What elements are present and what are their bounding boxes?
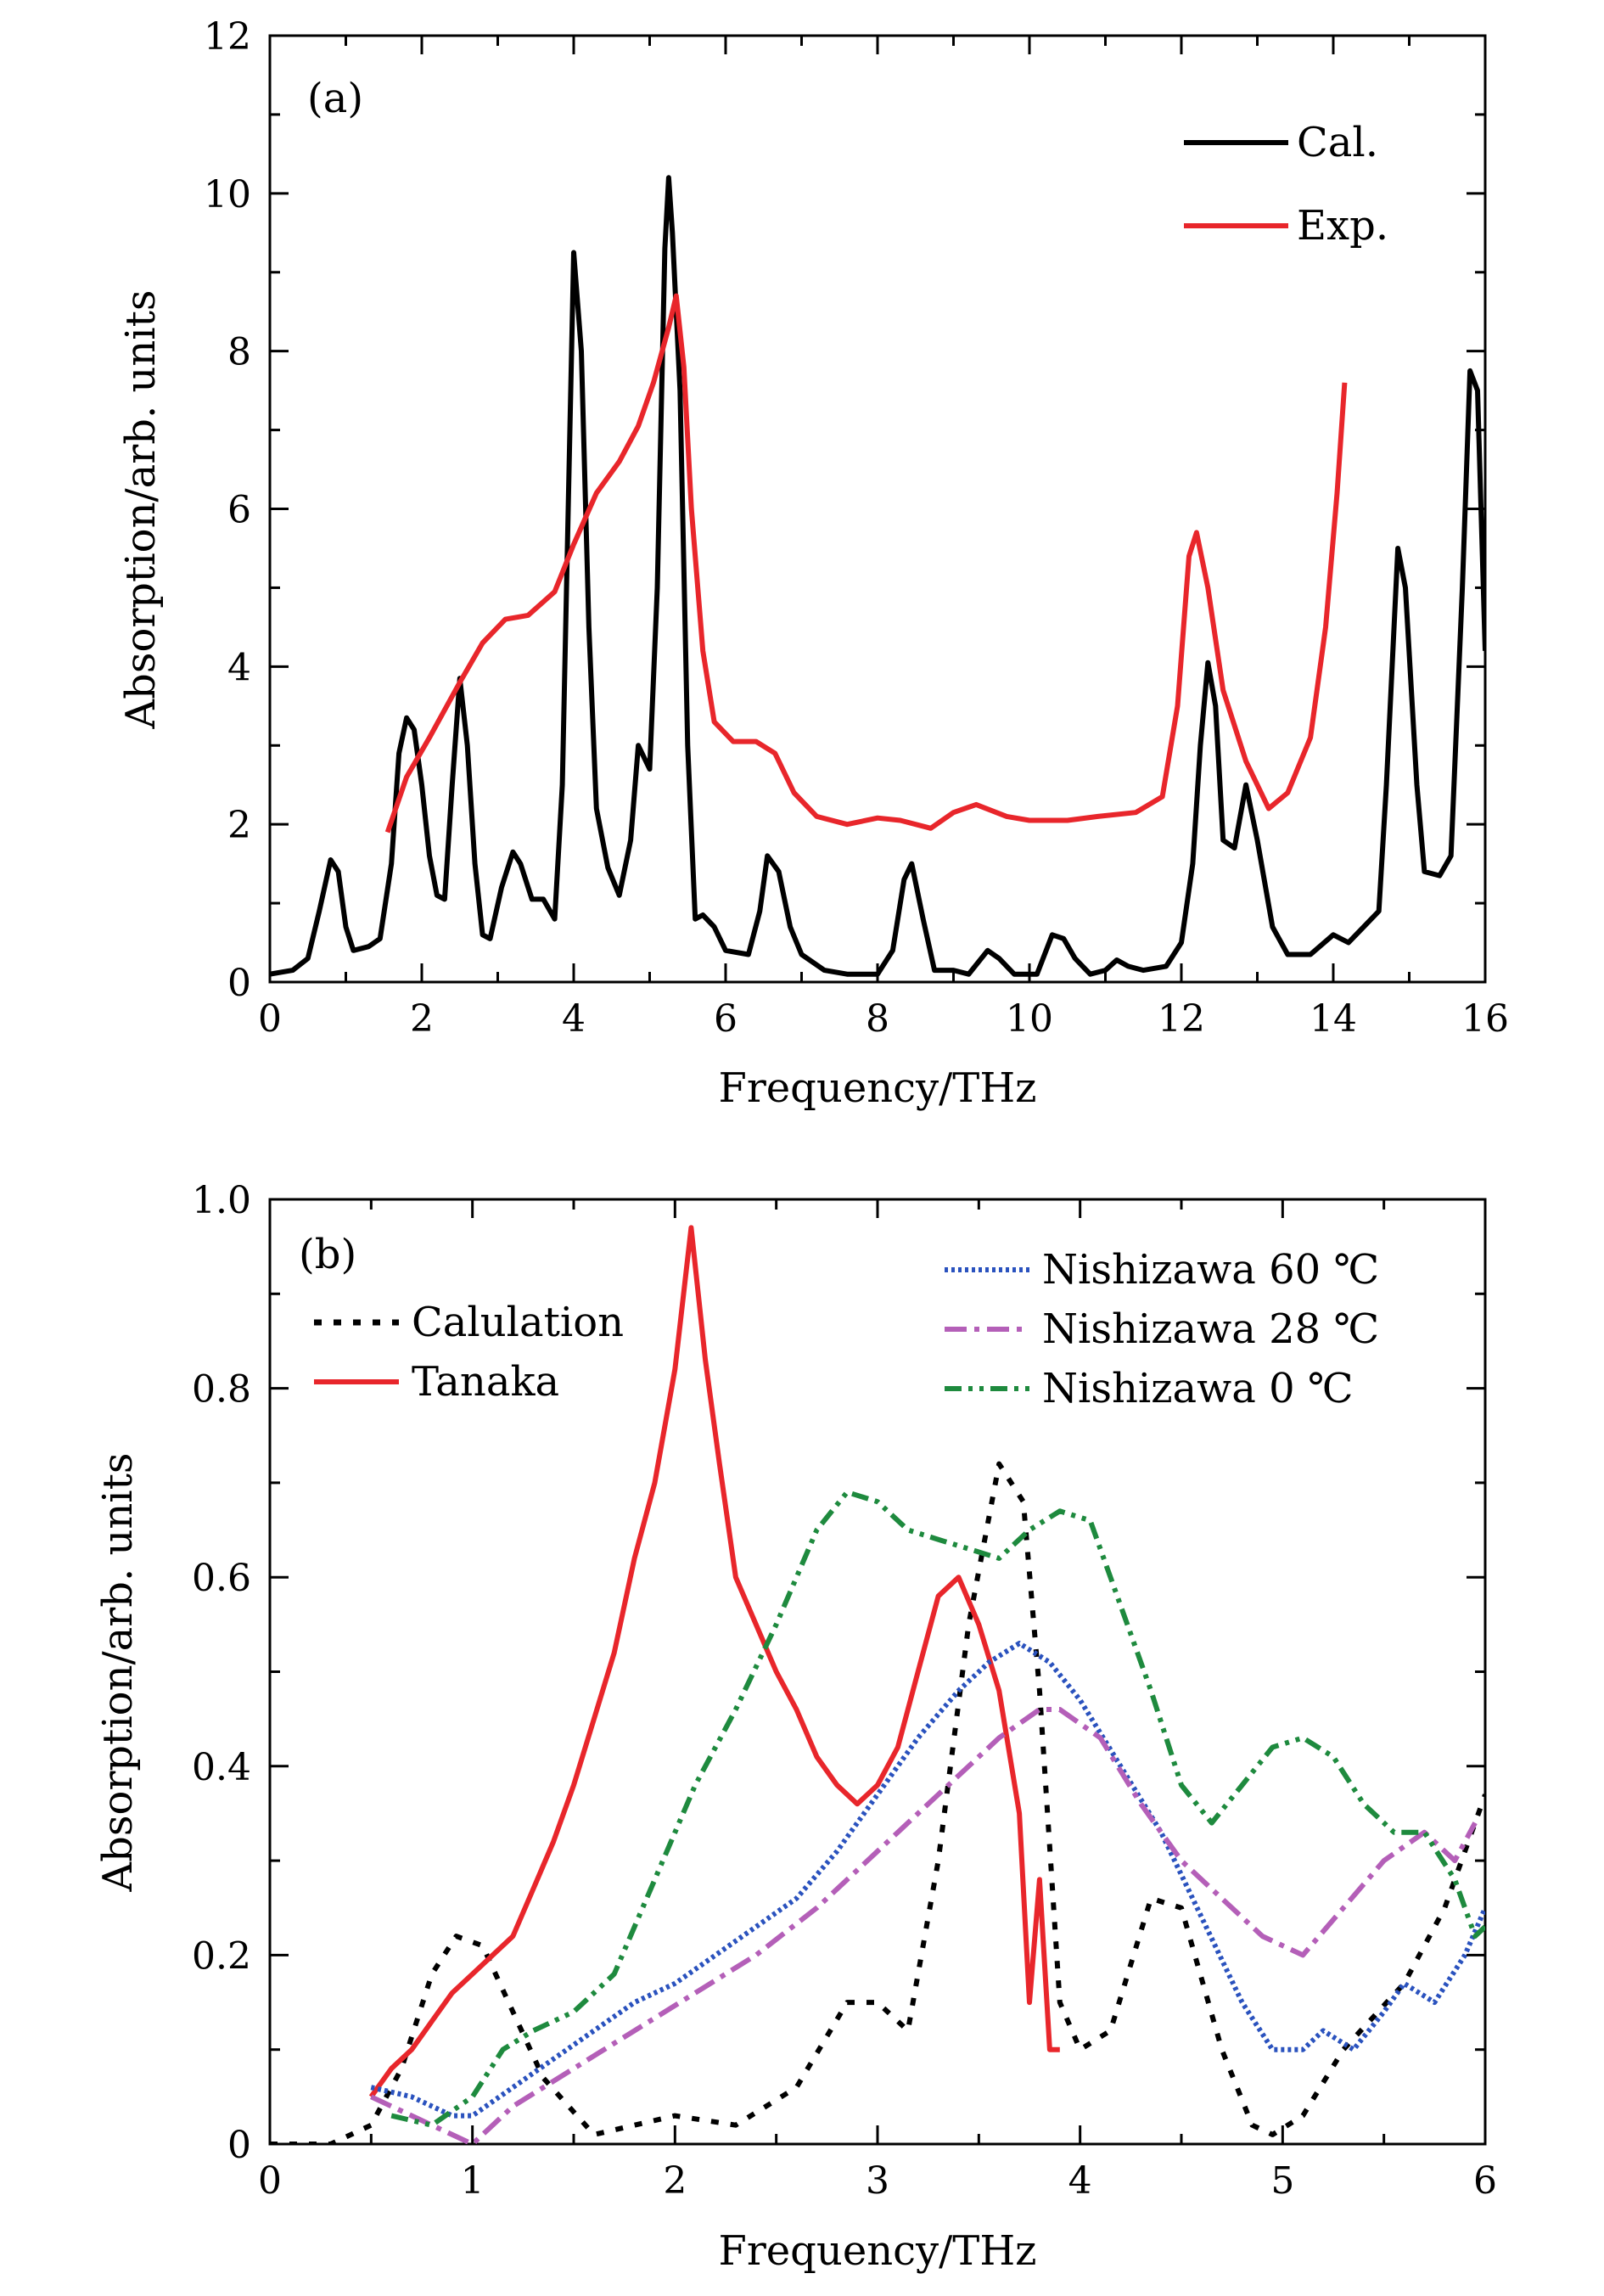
x-tick-label-a: 8 (866, 997, 889, 1041)
x-tick-label-a: 0 (258, 997, 282, 1041)
y-tick-label-b: 0.8 (192, 1368, 251, 1412)
series-group-a (270, 175, 1485, 977)
y-tick-label-a: 10 (204, 173, 251, 216)
legend-label-exp: Exp. (1297, 202, 1388, 250)
x-tick-label-a: 10 (1006, 997, 1053, 1041)
series-line-cal (270, 175, 1485, 977)
y-tick-label-a: 8 (227, 331, 251, 374)
series-line-exp (384, 293, 1348, 834)
x-tick-label-b: 1 (461, 2159, 485, 2203)
x-axis-label-b: Frequency/THz (719, 2227, 1037, 2275)
chart-panel-b: 0 1 2 3 4 5 6 0 0.2 0.4 0.6 0.8 1.0 (b) Frequency/TH… (94, 1179, 1497, 2275)
legend-a: Cal. Exp. (1184, 119, 1388, 250)
panel-label-a: (a) (307, 75, 363, 122)
series-line-tanaka (368, 1225, 1060, 2099)
x-tick-label-a: 4 (562, 997, 586, 1041)
x-tick-label-b: 0 (258, 2159, 282, 2203)
ticks-group-b: 0 1 2 3 4 5 6 0 0.2 0.4 0.6 0.8 1.0 (192, 1179, 1497, 2203)
y-tick-label-a: 12 (204, 15, 251, 59)
x-tick-label-a: 16 (1461, 997, 1509, 1041)
y-tick-label-b: 1.0 (192, 1179, 251, 1222)
x-tick-label-b: 6 (1473, 2159, 1497, 2203)
legend-b: Calulation Tanaka Nishizawa 60 ℃ Nishiza… (314, 1246, 1379, 1412)
ticks-group-a: 0 2 4 6 8 10 12 14 16 0 2 4 6 8 10 12 (204, 15, 1509, 1041)
y-tick-label-b: 0.2 (192, 1934, 251, 1978)
y-tick-label-b: 0 (227, 2124, 251, 2167)
legend-label-nishizawa-60: Nishizawa 60 ℃ (1042, 1246, 1379, 1294)
y-tick-label-a: 0 (227, 962, 251, 1005)
panel-label-b: (b) (299, 1231, 356, 1278)
series-line-nishizawa-60 (370, 1641, 1485, 2119)
legend-label-nishizawa-0: Nishizawa 0 ℃ (1042, 1365, 1354, 1412)
y-tick-label-b: 0.4 (192, 1746, 251, 1789)
x-tick-label-b: 3 (866, 2159, 889, 2203)
y-axis-label-b: Absorption/arb. units (94, 1452, 142, 1892)
y-tick-label-a: 2 (227, 804, 251, 847)
y-tick-label-a: 6 (227, 489, 251, 532)
chart-panel-a: 0 2 4 6 8 10 12 14 16 0 2 4 6 8 10 12 (a) Frequency/THz… (117, 15, 1509, 1112)
y-axis-label-a: Absorption/arb. units (117, 289, 165, 729)
series-group-b (270, 1225, 1485, 2144)
series-line-nishizawa-0 (390, 1490, 1485, 2128)
series-line-nishizawa-28 (370, 1707, 1478, 2144)
x-tick-label-b: 4 (1068, 2159, 1092, 2203)
x-tick-label-b: 5 (1270, 2159, 1294, 2203)
x-tick-label-a: 14 (1310, 997, 1357, 1041)
y-tick-label-a: 4 (227, 646, 251, 689)
x-tick-label-a: 6 (714, 997, 738, 1041)
x-tick-label-a: 2 (410, 997, 434, 1041)
legend-label-nishizawa-28: Nishizawa 28 ℃ (1042, 1305, 1379, 1353)
legend-label-tanaka: Tanaka (412, 1358, 559, 1406)
x-axis-label-a: Frequency/THz (719, 1064, 1037, 1112)
x-tick-label-a: 12 (1158, 997, 1205, 1041)
legend-label-cal: Cal. (1297, 119, 1378, 166)
x-tick-label-b: 2 (663, 2159, 687, 2203)
y-tick-label-b: 0.6 (192, 1557, 251, 1600)
legend-label-calulation: Calulation (412, 1299, 624, 1346)
